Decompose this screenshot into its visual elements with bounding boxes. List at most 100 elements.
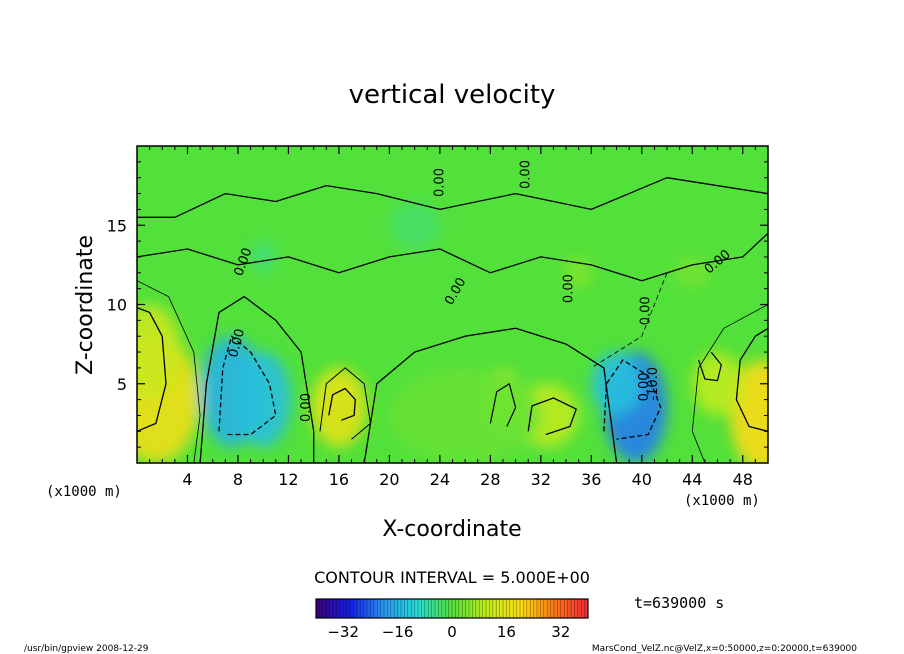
x-tick-label: 12 xyxy=(278,470,298,489)
colorbar-cell xyxy=(380,599,385,618)
x-tick-label: 16 xyxy=(329,470,349,489)
contour-interval: CONTOUR INTERVAL = 5.000E+00 xyxy=(314,568,590,587)
colorbar-cell xyxy=(377,599,381,618)
contour-label-4: 0.00 xyxy=(299,393,314,422)
x-unit-right: (x1000 m) xyxy=(684,493,760,509)
colorbar-cell xyxy=(448,599,453,618)
colorbar-cell xyxy=(370,599,375,618)
colorbar-cell xyxy=(520,599,524,618)
chart-title: vertical velocity xyxy=(349,80,556,110)
contour-line-11 xyxy=(735,327,768,432)
x-axis-label: X-coordinate xyxy=(382,517,521,542)
colorbar-cell xyxy=(316,599,320,618)
colorbar-cell xyxy=(523,599,528,618)
colorbar-cell xyxy=(550,599,555,618)
colorbar-cell xyxy=(401,599,405,618)
colorbar-tick-label: 16 xyxy=(497,623,516,641)
colorbar-cell xyxy=(353,599,358,618)
colorbar-cell xyxy=(526,599,531,618)
contour-label-0: 0.00 xyxy=(433,168,448,197)
x-tick-label: 36 xyxy=(581,470,601,489)
colorbar-cell xyxy=(489,599,494,618)
colorbar-cell xyxy=(499,599,504,618)
colorbar-cell xyxy=(356,599,361,618)
x-tick-label: 40 xyxy=(632,470,652,489)
x-tick-label: 4 xyxy=(182,470,192,489)
colorbar-cell xyxy=(336,599,341,618)
footer-left: /usr/bin/gpview 2008-12-29 xyxy=(24,644,149,654)
contour-line-6 xyxy=(319,367,371,440)
colorbar-cell xyxy=(363,599,368,618)
colorbar-cell xyxy=(411,599,415,618)
colorbar-cell xyxy=(540,599,545,618)
colorbar-cell xyxy=(547,599,551,618)
colorbar-cell xyxy=(404,599,409,618)
y-axis-label: Z-coordinate xyxy=(73,235,98,375)
colorbar-cell xyxy=(543,599,548,618)
contour-label-7: 0.00 xyxy=(637,372,652,401)
colorbar-cell xyxy=(346,599,351,618)
colorbar-cell xyxy=(343,599,347,618)
colorbar-cell xyxy=(516,599,521,618)
colorbar-cell xyxy=(567,599,572,618)
colorbar-cell xyxy=(554,599,558,618)
plot-area: 0.00 0.000.000.000.000.000.000.000.00-10.… xyxy=(137,146,768,463)
colorbar-cell xyxy=(496,599,500,618)
colorbar-cell xyxy=(387,599,392,618)
colorbar-cell xyxy=(486,599,490,618)
colorbar-cell xyxy=(397,599,402,618)
contour-label-5: 0.00 xyxy=(226,327,248,359)
colorbar-cell xyxy=(452,599,456,618)
colorbar-cell xyxy=(326,599,330,618)
colorbar-cell xyxy=(574,599,579,618)
colorbar-cell xyxy=(319,599,324,618)
colorbar-cell xyxy=(581,599,585,618)
x-tick-label: 44 xyxy=(682,470,702,489)
colorbar-cell xyxy=(384,599,388,618)
contour-line-5 xyxy=(603,359,662,440)
velocity-field xyxy=(137,201,768,463)
colorbar-cell xyxy=(472,599,477,618)
colorbar-cell xyxy=(322,599,327,618)
colorbar-tick-label: 0 xyxy=(447,623,457,641)
colorbar-cell xyxy=(530,599,534,618)
footer-right: MarsCond_VelZ.nc@VelZ,x=0:50000,z=0:2000… xyxy=(592,644,857,654)
x-tick-label: 48 xyxy=(733,470,753,489)
x-tick-label: 32 xyxy=(531,470,551,489)
colorbar-cell xyxy=(584,599,589,618)
colorbar-frame xyxy=(315,598,589,619)
colorbar-cell xyxy=(564,599,568,618)
colorbar-cell xyxy=(533,599,538,618)
colorbar-cell xyxy=(482,599,487,618)
time-label: t=639000 s xyxy=(634,594,724,612)
colorbar-cell xyxy=(492,599,497,618)
colorbar-cell xyxy=(394,599,398,618)
contour-label-1: 0.00 xyxy=(519,160,534,189)
x-tick-label: 8 xyxy=(233,470,243,489)
y-axis: 5 10 15 xyxy=(107,161,768,448)
x-axis: 4 8 12 16 20 24 28 32 36 40 44 48 xyxy=(149,146,756,489)
x-tick-label: 20 xyxy=(379,470,399,489)
y-tick-label: 10 xyxy=(107,296,127,315)
colorbar-cell xyxy=(571,599,575,618)
colorbar-cell xyxy=(462,599,466,618)
colorbar-cell xyxy=(390,599,395,618)
contour-line-0 xyxy=(137,177,768,218)
contour-line-14 xyxy=(691,304,768,463)
contour-line-4 xyxy=(218,335,277,436)
colorbar-cell xyxy=(339,599,344,618)
colorbar-tick-label: −32 xyxy=(327,623,359,641)
contour-line-10 xyxy=(489,383,517,427)
colorbar-cell xyxy=(458,599,463,618)
y-tick-label: 5 xyxy=(117,375,127,394)
colorbar-cell xyxy=(441,599,446,618)
contour-line-13 xyxy=(137,280,201,463)
x-tick-label: 28 xyxy=(480,470,500,489)
colorbar-ticks: −32 −16 0 16 32 xyxy=(327,623,570,641)
colorbar-cell xyxy=(469,599,473,618)
colorbar-cell xyxy=(438,599,443,618)
colorbar-cell xyxy=(577,599,582,618)
colorbar-cell xyxy=(428,599,432,618)
contour-lines xyxy=(137,177,768,463)
contour-line-7 xyxy=(328,387,356,421)
